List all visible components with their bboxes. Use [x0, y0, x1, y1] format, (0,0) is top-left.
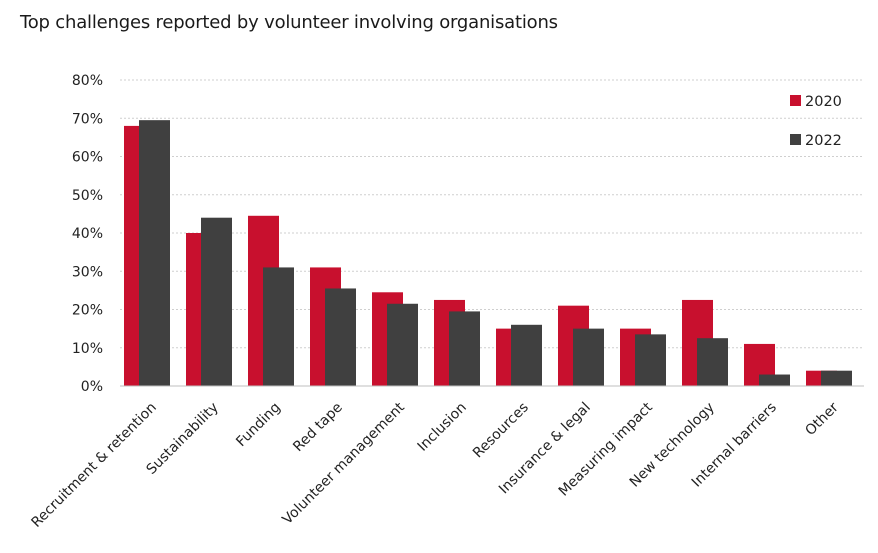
bar-2022: [635, 334, 666, 386]
x-category-label: Inclusion: [415, 400, 470, 455]
x-category-label: Volunteer management: [280, 399, 409, 528]
bar-2022: [697, 338, 728, 386]
bar-2022: [139, 120, 170, 386]
x-category-label: Red tape: [290, 400, 346, 456]
y-tick-label: 60%: [72, 150, 103, 166]
x-category-label: Other: [802, 399, 842, 439]
y-tick-label: 0%: [81, 379, 103, 395]
legend-label: 2022: [805, 133, 842, 149]
x-category-label: Resources: [470, 400, 532, 462]
x-category-label: Recruitment & retention: [29, 400, 160, 531]
gridlines: [120, 79, 864, 349]
x-category-label: Funding: [233, 400, 284, 451]
y-tick-label: 80%: [72, 73, 103, 89]
legend-swatch: [790, 95, 801, 106]
bar-2022: [573, 328, 604, 386]
y-tick-label: 20%: [72, 303, 103, 319]
bar-2022: [449, 311, 480, 386]
chart-title: Top challenges reported by volunteer inv…: [20, 12, 558, 33]
legend-label: 2020: [805, 94, 842, 110]
bar-2022: [821, 370, 852, 386]
y-tick-label: 70%: [72, 111, 103, 127]
bars: [124, 120, 852, 387]
y-axis-ticks: 0% 10% 20% 30% 40% 50% 60% 70% 80%: [72, 73, 103, 395]
legend-swatch: [790, 134, 801, 145]
y-tick-label: 30%: [72, 264, 103, 280]
y-tick-label: 50%: [72, 188, 103, 204]
bar-2022: [263, 267, 294, 386]
legend: 2020 2022: [790, 94, 842, 149]
bar-2022: [759, 374, 790, 386]
bar-2022: [511, 324, 542, 386]
bar-2022: [201, 217, 232, 386]
y-tick-label: 10%: [72, 341, 103, 357]
bar-2022: [387, 303, 418, 386]
y-tick-label: 40%: [72, 226, 103, 242]
bar-2022: [325, 288, 356, 386]
